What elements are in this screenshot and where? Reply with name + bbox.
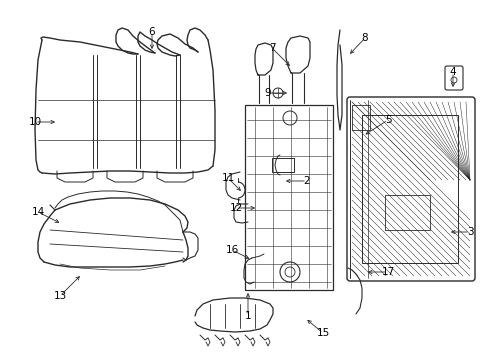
Text: 3: 3 bbox=[466, 227, 472, 237]
Text: 12: 12 bbox=[229, 203, 242, 213]
Text: 17: 17 bbox=[381, 267, 394, 277]
Text: 16: 16 bbox=[225, 245, 238, 255]
Text: 9: 9 bbox=[264, 88, 271, 98]
Text: 13: 13 bbox=[53, 291, 66, 301]
Bar bbox=[351, 105, 369, 130]
Text: 8: 8 bbox=[361, 33, 367, 43]
Text: 15: 15 bbox=[316, 328, 329, 338]
Text: 6: 6 bbox=[148, 27, 155, 37]
Text: 10: 10 bbox=[28, 117, 41, 127]
Text: 14: 14 bbox=[31, 207, 44, 217]
Text: 11: 11 bbox=[221, 173, 234, 183]
Bar bbox=[361, 115, 457, 263]
Text: 7: 7 bbox=[268, 43, 275, 53]
Text: 5: 5 bbox=[384, 115, 390, 125]
Text: 4: 4 bbox=[449, 67, 455, 77]
Bar bbox=[271, 158, 293, 172]
Text: 1: 1 bbox=[244, 311, 251, 321]
Bar bbox=[244, 105, 332, 290]
Bar bbox=[384, 195, 429, 230]
Text: 2: 2 bbox=[303, 176, 310, 186]
